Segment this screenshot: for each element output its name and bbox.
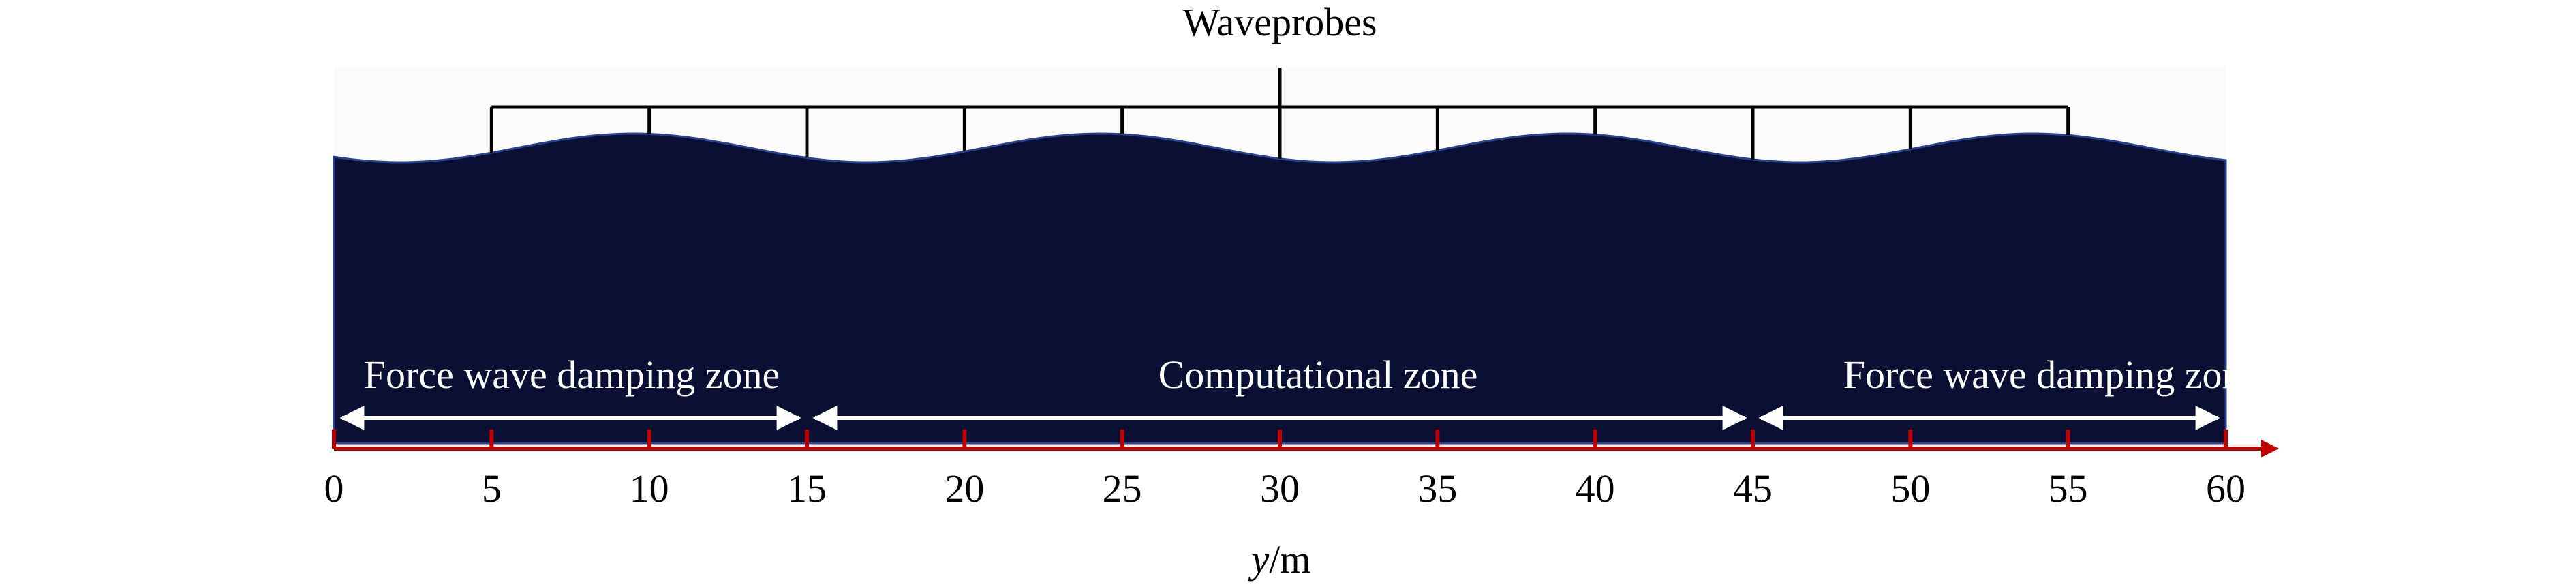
axis-label-unit: /m [1269,537,1310,582]
diagram-title: Waveprobes [1182,0,1377,44]
axis-label: y/m [1248,537,1311,582]
y-axis: 0 5 10 15 20 25 30 35 40 45 50 55 60 [324,430,2279,511]
axis-tick-label: 55 [2049,466,2088,511]
axis-tick-label: 10 [630,466,669,511]
zone-label-center: Computational zone [1159,352,1478,397]
axis-tick-label: 35 [1417,466,1457,511]
axis-tick-label: 60 [2206,466,2245,511]
water-body [333,132,2227,445]
zone-label-left: Force wave damping zone [364,352,780,397]
axis-tick-label: 5 [482,466,502,511]
axis-tick-label: 20 [945,466,984,511]
axis-tick-label: 0 [324,466,344,511]
axis-arrowhead [2261,440,2279,457]
axis-tick-label: 40 [1576,466,1615,511]
axis-tick-label: 15 [787,466,827,511]
axis-tick-label: 45 [1733,466,1773,511]
axis-label-variable: y [1248,537,1270,582]
zone-label-right: Force wave damping zone [1843,352,2259,397]
axis-tick-label: 50 [1890,466,1930,511]
axis-tick-label: 25 [1103,466,1142,511]
axis-tick-label: 30 [1260,466,1300,511]
waveprobe-rake [489,68,2070,160]
